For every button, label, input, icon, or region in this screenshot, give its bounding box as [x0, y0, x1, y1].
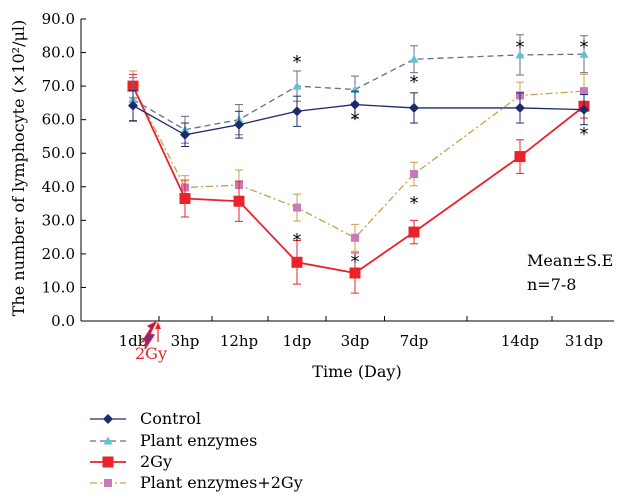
x-tick-label: 1dp — [283, 332, 312, 350]
data-point — [291, 256, 303, 268]
significance-markers: * * * * * * * * * — [293, 37, 589, 273]
y-tick-label: 90.0 — [42, 10, 75, 28]
data-point — [579, 49, 589, 58]
data-point — [292, 81, 302, 90]
mean-se-annotation: Mean±S.E — [527, 251, 613, 270]
data-point — [409, 54, 419, 63]
significance-star: * — [293, 230, 302, 251]
x-tick-label: 3hp — [171, 332, 200, 350]
data-point — [579, 104, 589, 115]
legend-marker — [102, 456, 114, 468]
series-control — [128, 89, 589, 148]
series-line — [132, 85, 585, 274]
data-point — [233, 195, 245, 207]
legend-marker — [103, 436, 113, 445]
series-line — [132, 53, 585, 131]
legend-item: Plant enzymes — [90, 431, 257, 450]
x-axis-title: Time (Day) — [312, 362, 401, 381]
y-tick-label: 80.0 — [42, 44, 75, 62]
data-point — [408, 226, 420, 238]
series-line — [132, 85, 585, 239]
legend-label: Plant enzymes — [140, 431, 257, 450]
legend-label: Control — [140, 409, 201, 428]
y-tick-label: 30.0 — [42, 211, 75, 229]
x-tick-label: 3dp — [341, 332, 370, 350]
x-tick-label: 31dp — [565, 332, 603, 350]
data-point — [293, 203, 301, 212]
data-point — [580, 87, 588, 96]
legend-marker — [103, 414, 113, 424]
axes — [80, 18, 614, 322]
legend-label: 2Gy — [140, 452, 172, 471]
legend-marker — [104, 479, 112, 487]
irradiation-marker: 2Gy — [135, 320, 167, 363]
data-point — [515, 102, 525, 113]
arrow-head-icon — [155, 322, 161, 329]
series-line — [132, 103, 585, 136]
data-point — [351, 233, 359, 242]
y-tick-label: 50.0 — [42, 144, 75, 162]
series — [127, 34, 590, 294]
data-point — [180, 129, 190, 140]
data-point — [292, 106, 302, 117]
y-tick-label: 0.0 — [51, 312, 75, 330]
x-tick-label: 14dp — [501, 332, 539, 350]
significance-star: * — [580, 124, 589, 145]
significance-star: * — [351, 252, 360, 273]
legend-label: Plant enzymes+2Gy — [140, 473, 303, 492]
y-tick-label: 20.0 — [42, 245, 75, 263]
data-point — [409, 102, 419, 113]
significance-star: * — [410, 72, 419, 93]
legend: Control Plant enzymes 2Gy Plant enzymes+2Gy — [90, 409, 303, 492]
irradiation-label: 2Gy — [135, 344, 167, 363]
legend-item: Plant enzymes+2Gy — [90, 473, 303, 492]
data-point — [515, 50, 525, 59]
significance-star: * — [516, 37, 525, 58]
x-tick-label: 12hp — [220, 332, 258, 350]
x-tick-labels: 1db 3hp 12hp 1dp 3dp 7dp 14dp 31dp — [119, 332, 604, 350]
x-tick-label: 7dp — [400, 332, 429, 350]
significance-star: * — [410, 193, 419, 214]
data-point — [514, 151, 526, 163]
y-tick-label: 70.0 — [42, 77, 75, 95]
x-tick-label: 1db — [119, 332, 148, 350]
significance-star: * — [351, 109, 360, 130]
data-point — [179, 193, 191, 205]
y-tick-label: 10.0 — [42, 278, 75, 296]
legend-item: 2Gy — [90, 452, 172, 471]
data-point — [350, 99, 360, 110]
legend-item: Control — [90, 409, 201, 428]
y-tick-labels: 0.0 10.0 20.0 30.0 40.0 50.0 60.0 70.0 80.0 90.0 — [42, 10, 75, 330]
y-tick-label: 40.0 — [42, 178, 75, 196]
sample-size-annotation: n=7-8 — [527, 275, 576, 294]
data-point — [349, 267, 361, 279]
data-point — [234, 119, 244, 130]
data-point — [128, 100, 138, 111]
lightning-bolt-icon — [140, 320, 158, 350]
significance-star: * — [293, 52, 302, 73]
y-axis-title: The number of lymphocyte (×10²/μl) — [9, 20, 28, 316]
significance-star: * — [580, 37, 589, 58]
data-point — [410, 170, 418, 179]
y-tick-label: 60.0 — [42, 111, 75, 129]
